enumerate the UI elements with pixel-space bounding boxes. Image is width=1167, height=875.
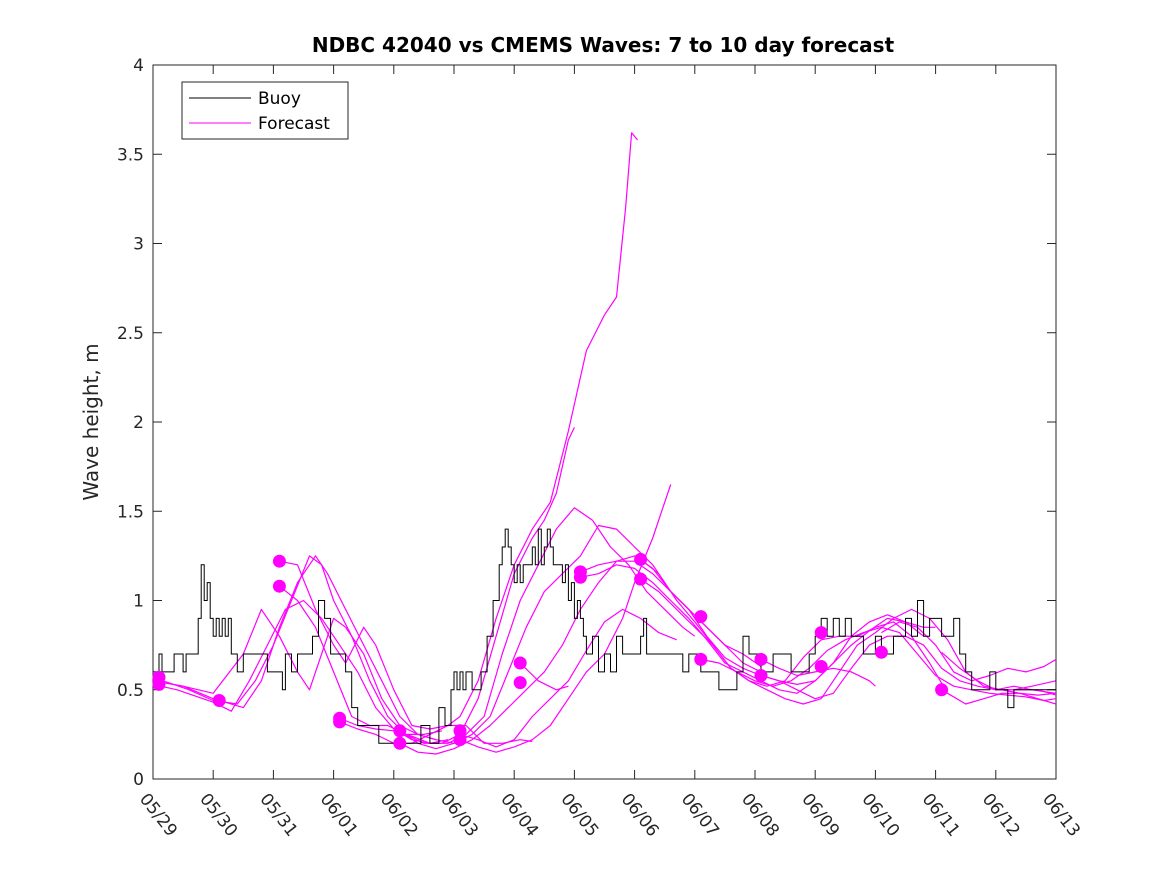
forecast-start-marker xyxy=(634,552,648,566)
forecast-start-marker xyxy=(935,683,949,697)
forecast-start-marker xyxy=(874,645,888,659)
forecast-start-marker xyxy=(814,660,828,673)
y-tick-label: 2 xyxy=(133,413,144,433)
legend-box xyxy=(181,81,349,140)
y-tick-label: 1.5 xyxy=(117,502,144,522)
forecast-start-marker xyxy=(333,715,347,729)
forecast-start-marker xyxy=(754,669,768,682)
forecast-start-marker xyxy=(573,570,587,584)
buoy-line xyxy=(153,528,1056,744)
forecast-start-marker xyxy=(754,652,768,666)
y-tick-label: 2.5 xyxy=(117,324,144,344)
forecast-start-marker xyxy=(272,579,286,593)
y-tick-label: 0.5 xyxy=(117,681,144,701)
buoy-series-group xyxy=(153,528,1056,744)
forecast-line-1 xyxy=(153,555,455,744)
y-tick-label: 3 xyxy=(133,235,144,255)
y-tick-label: 1 xyxy=(133,592,144,612)
legend-forecast-label: Forecast xyxy=(258,114,330,134)
forecast-start-marker xyxy=(513,656,527,670)
forecast-line-12 xyxy=(519,662,569,691)
forecast-line-11 xyxy=(459,608,677,748)
y-tick-label: 3.5 xyxy=(117,145,144,165)
y-axis-label: Wave height, m xyxy=(79,343,103,500)
legend-buoy-label: Buoy xyxy=(258,89,301,109)
y-tick-label: 4 xyxy=(133,56,144,76)
forecast-line-3 xyxy=(153,608,437,741)
forecast-line-17 xyxy=(700,626,1056,702)
forecast-start-marker xyxy=(513,676,527,690)
forecast-start-marker xyxy=(694,652,708,666)
forecast-line-16 xyxy=(640,558,1056,705)
forecast-start-marker xyxy=(393,724,407,738)
y-tick-label: 0 xyxy=(133,770,144,790)
forecast-start-marker xyxy=(152,677,166,691)
forecast-line-10 xyxy=(459,484,672,753)
forecast-start-marker xyxy=(814,626,828,640)
forecast-start-marker xyxy=(212,694,226,707)
chart-title: NDBC 42040 vs CMEMS Waves: 7 to 10 day f… xyxy=(312,33,895,57)
forecast-start-marker xyxy=(453,724,467,738)
forecast-start-marker xyxy=(393,736,407,750)
forecast-start-marker xyxy=(634,572,648,586)
forecast-start-marker xyxy=(453,733,467,747)
legend: Buoy Forecast xyxy=(181,81,349,140)
forecast-start-markers xyxy=(152,552,949,750)
forecast-start-marker xyxy=(694,610,708,624)
forecast-start-marker xyxy=(272,554,286,568)
